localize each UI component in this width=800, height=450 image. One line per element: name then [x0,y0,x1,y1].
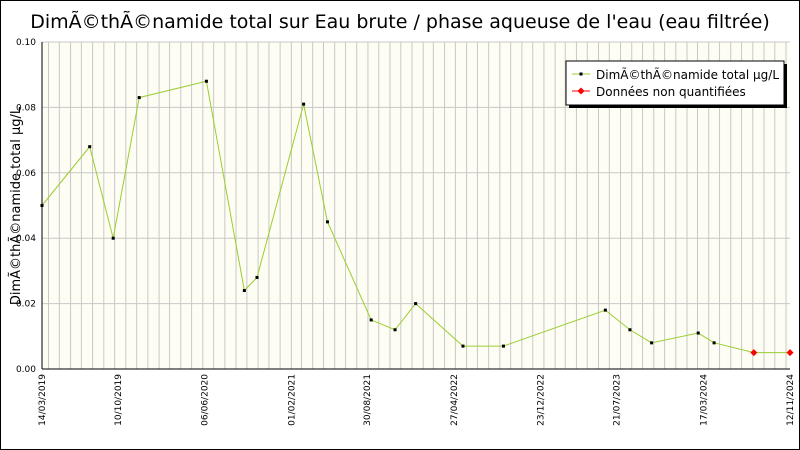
x-tick-label: 14/03/2019 [38,374,48,426]
data-point [302,102,306,106]
data-point [461,344,465,348]
x-tick-label: 27/04/2022 [450,374,460,426]
chart-title: DimÃ©thÃ©namide total sur Eau brute / ph… [30,10,770,33]
data-point [111,236,115,240]
y-tick-label: 0.04 [16,234,36,244]
data-point [88,145,92,149]
x-tick-label: 21/07/2023 [613,374,623,426]
x-tick-label: 17/03/2024 [699,374,709,426]
x-tick-label: 01/02/2021 [287,374,297,426]
data-point [603,308,607,312]
data-point [325,220,329,224]
y-tick-label: 0.08 [16,103,36,113]
data-point [242,289,246,293]
x-tick-label: 10/10/2019 [114,374,124,426]
legend-marker-non-quantified [577,87,585,95]
data-point [255,275,259,279]
data-point [393,328,397,332]
data-point [137,96,141,100]
data-point [369,318,373,322]
data-point [204,79,208,83]
data-point [696,331,700,335]
legend-label-main: DimÃ©thÃ©namide total µg/L [596,67,779,82]
y-tick-label: 0.06 [16,169,36,179]
y-tick-label: 0.00 [16,365,36,375]
data-point [712,341,716,345]
series-main [40,79,790,354]
data-point [501,344,505,348]
data-point [414,302,418,306]
y-axis-ticks: 0.00 0.02 0.04 0.06 0.08 0.10 [16,38,36,375]
data-point [40,204,44,207]
data-point [628,328,632,332]
y-tick-label: 0.02 [16,300,36,310]
legend: DimÃ©thÃ©namide total µg/L Données non qu… [565,60,787,108]
data-point-non-quantified [786,349,794,357]
x-axis-ticks: 14/03/2019 10/10/2019 06/06/2020 01/02/2021… [38,374,796,426]
x-tick-label: 30/08/2021 [363,374,373,426]
legend-label-non-quantified: Données non quantifiées [596,85,746,99]
y-tick-label: 0.10 [16,38,36,48]
series-group [40,79,794,357]
data-point [650,341,654,345]
x-tick-label: 23/12/2022 [537,374,547,426]
x-tick-label: 12/11/2024 [786,374,796,426]
legend-marker-main [579,72,583,76]
y-axis-label: DimÃ©thÃ©namide total µg/L [8,106,24,305]
x-tick-label: 06/06/2020 [201,374,211,426]
series-non-quantified [750,349,794,357]
data-point-non-quantified [750,349,758,357]
legend-box [565,60,785,106]
